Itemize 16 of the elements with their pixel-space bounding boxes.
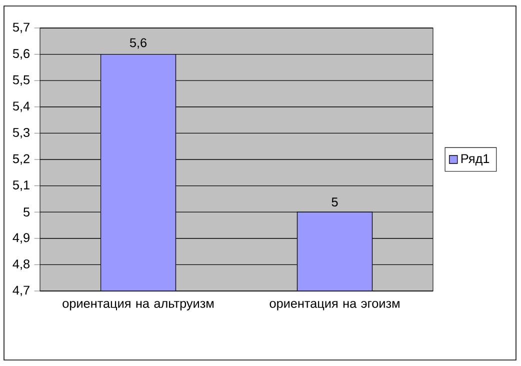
y-tick-label: 5,3: [12, 128, 30, 138]
x-tick-label: ориентация на альтруизм: [62, 300, 214, 310]
x-tick-label: ориентация на эгоизм: [270, 300, 400, 310]
legend-label: Ряд1: [461, 154, 490, 166]
y-tick-label: 4,9: [12, 233, 30, 244]
y-tick-label: 5,4: [12, 102, 30, 112]
y-tick-label: 5,2: [12, 154, 30, 165]
y-tick-label: 5,1: [12, 180, 30, 191]
y-tick-label: 5,5: [12, 75, 30, 86]
y-tick-label: 5,7: [12, 22, 30, 34]
y-tick-label: 5: [24, 208, 30, 217]
y-tick-label: 4,8: [12, 259, 30, 270]
y-tick-label: 4,7: [12, 286, 30, 296]
data-label: 5,6: [130, 38, 146, 49]
data-label: 5: [332, 198, 338, 206]
y-tick-label: 5,6: [12, 49, 30, 60]
